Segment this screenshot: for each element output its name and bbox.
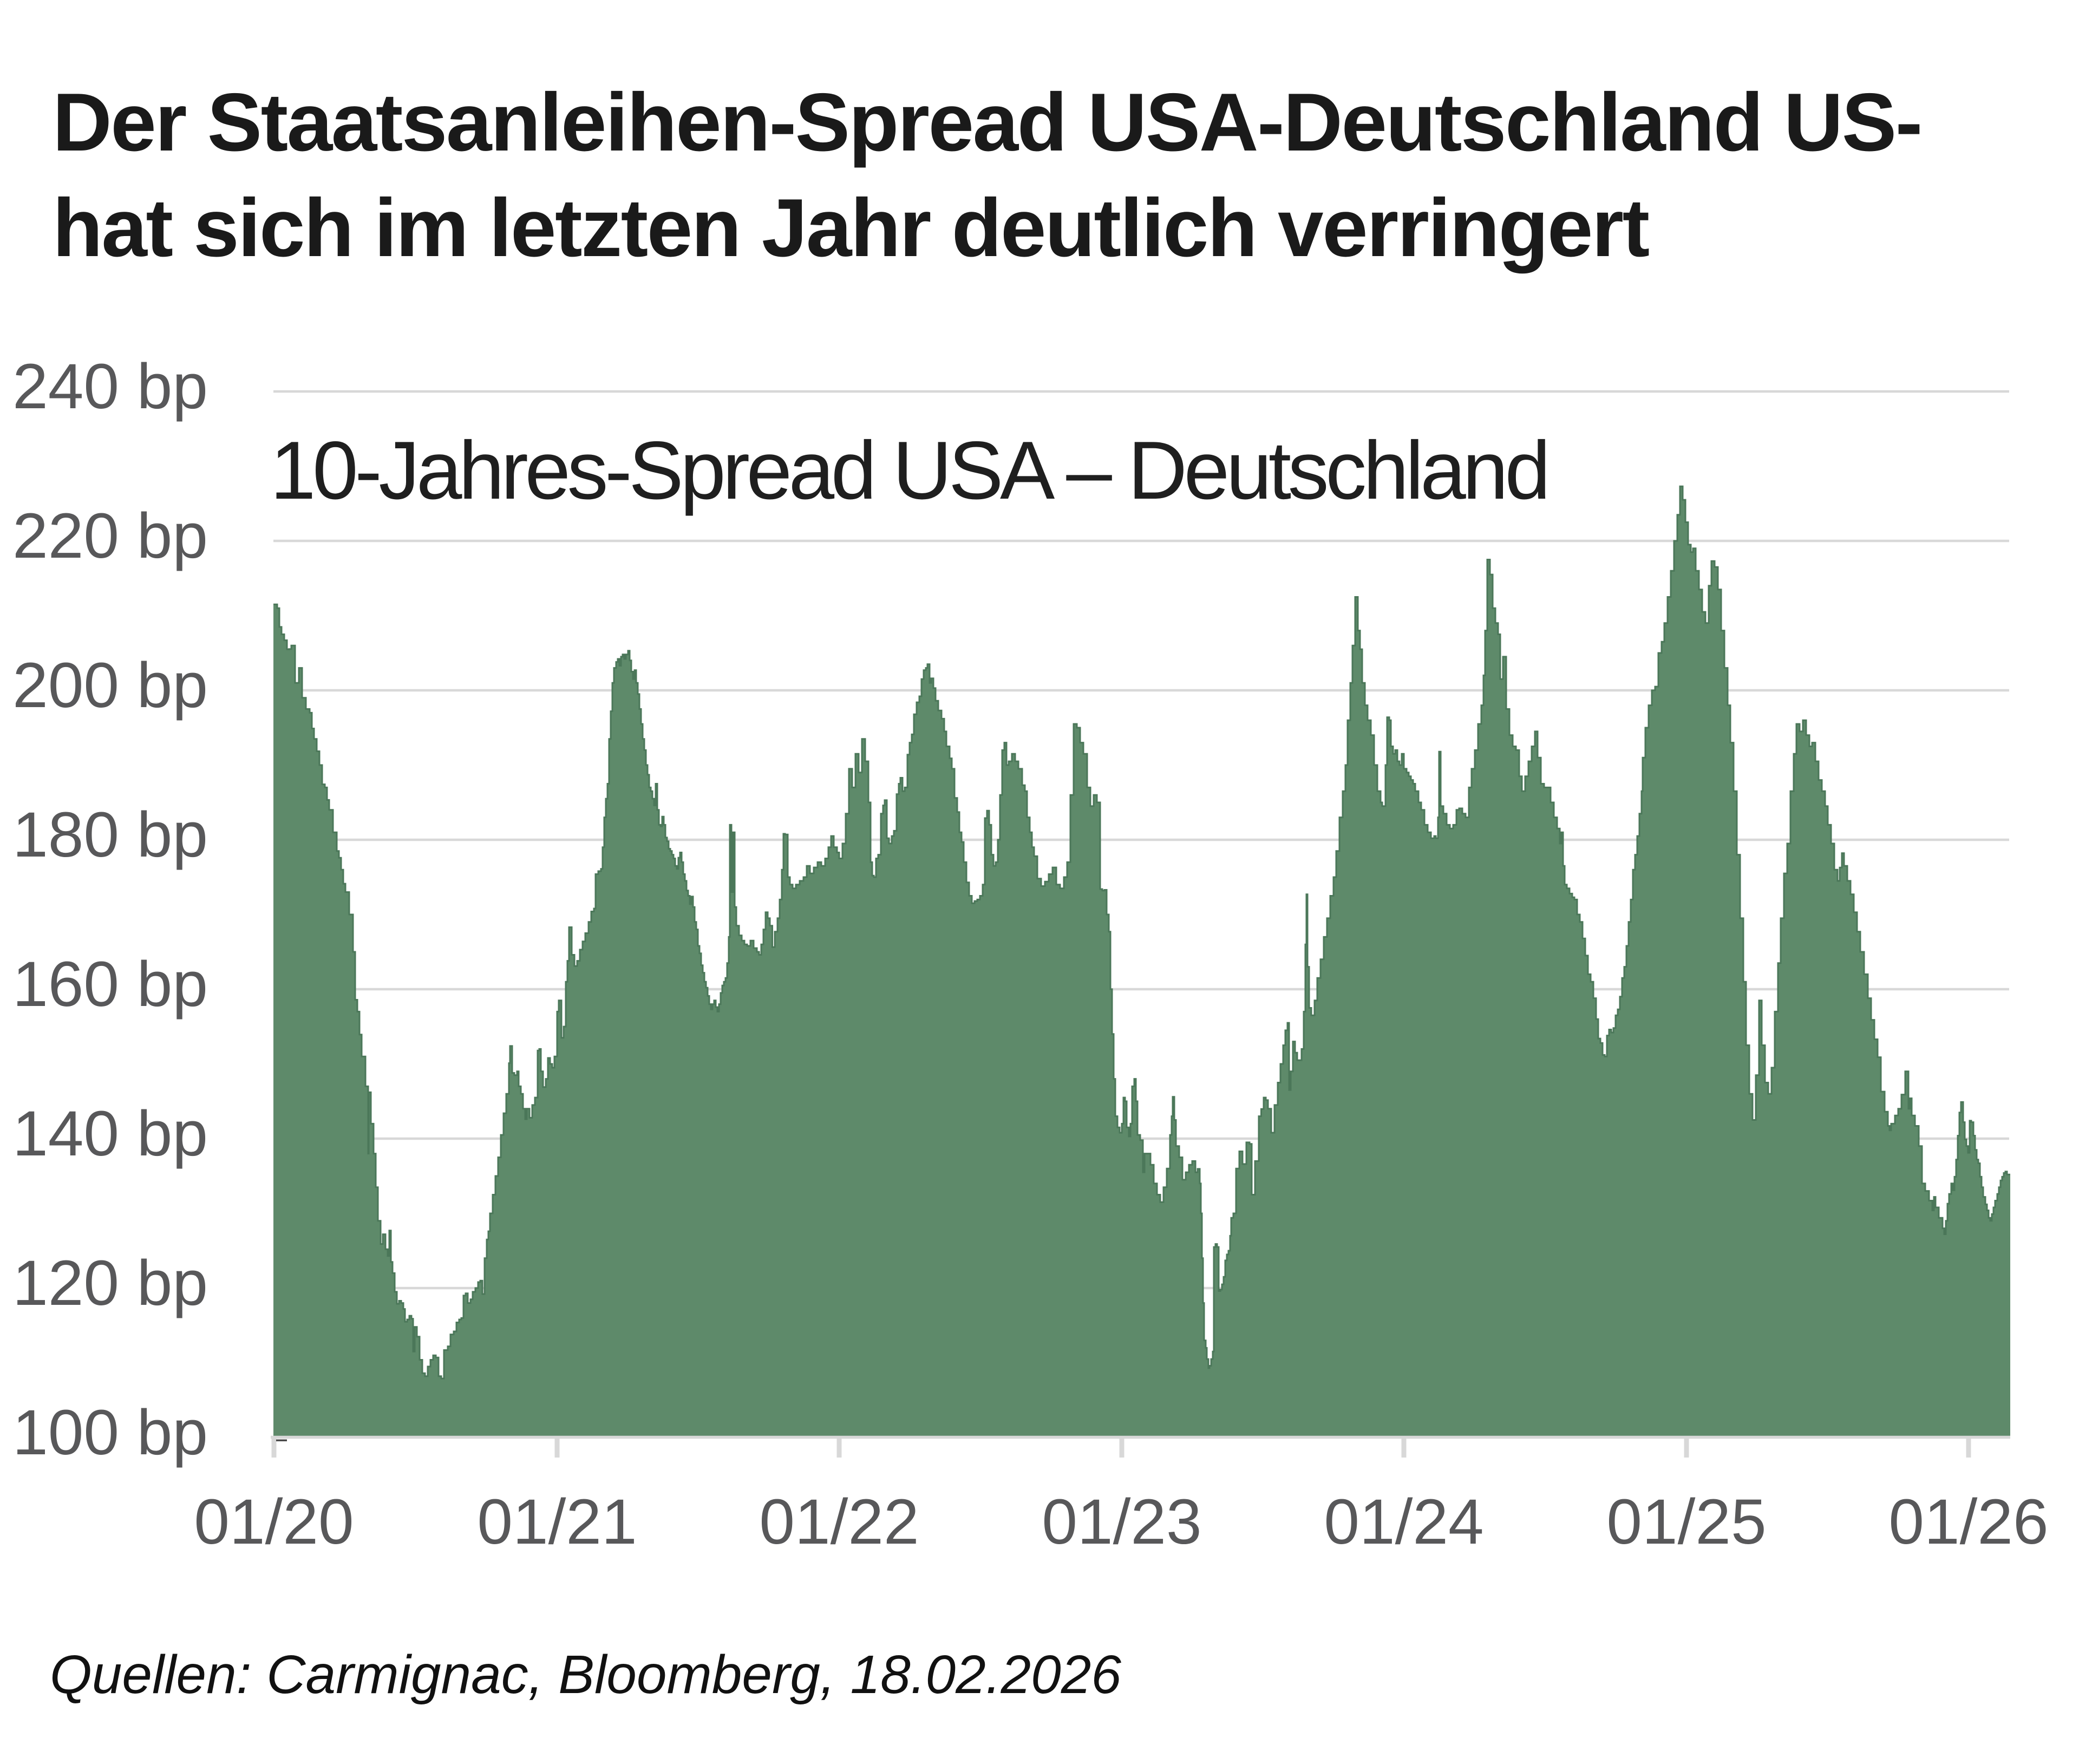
- svg-text:hat sich im letzten Jahr deutl: hat sich im letzten Jahr deutlich verrin…: [53, 182, 1649, 274]
- svg-text:01/24: 01/24: [1324, 1486, 1483, 1558]
- svg-text:Quellen: Carmignac, Bloomberg,: Quellen: Carmignac, Bloomberg, 18.02.202…: [50, 1644, 1121, 1705]
- svg-text:100 bp: 100 bp: [12, 1397, 208, 1468]
- svg-text:140 bp: 140 bp: [12, 1098, 208, 1170]
- svg-text:120 bp: 120 bp: [12, 1247, 208, 1319]
- svg-text:220 bp: 220 bp: [12, 500, 208, 572]
- svg-text:01/23: 01/23: [1042, 1486, 1201, 1558]
- svg-text:240 bp: 240 bp: [12, 351, 208, 422]
- svg-text:01/21: 01/21: [477, 1486, 637, 1558]
- svg-text:01/22: 01/22: [759, 1486, 919, 1558]
- svg-text:160 bp: 160 bp: [12, 949, 208, 1020]
- svg-text:01/26: 01/26: [1888, 1486, 2048, 1558]
- svg-text:10-Jahres-Spread USA – Deutsch: 10-Jahres-Spread USA – Deutschland: [270, 424, 1551, 517]
- svg-text:01/25: 01/25: [1606, 1486, 1766, 1558]
- svg-text:200 bp: 200 bp: [12, 650, 208, 721]
- svg-text:01/20: 01/20: [194, 1486, 354, 1558]
- svg-text:180 bp: 180 bp: [12, 799, 208, 871]
- svg-text:Der Staatsanleihen-Spread USA-: Der Staatsanleihen-Spread USA-Deutschlan…: [53, 76, 1921, 168]
